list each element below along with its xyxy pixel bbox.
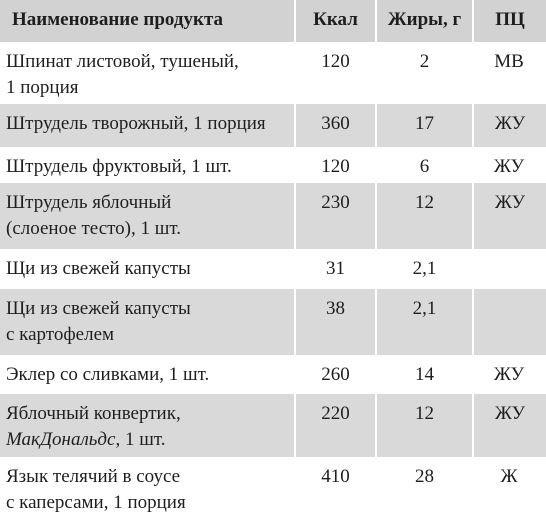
product-name-line1: Штрудель творожный, 1 порция: [6, 113, 266, 134]
product-name-line1: Штрудель яблочный: [6, 192, 172, 213]
kcal-value: 220: [296, 394, 377, 457]
kcal-value: 38: [296, 289, 377, 355]
product-name-line2: МакДональдс, 1 шт.: [6, 427, 294, 453]
pc-value: [474, 289, 546, 355]
table-row: Шпинат листовой, тушеный, 1 порция 120 2…: [0, 42, 546, 104]
table-row: Штрудель фруктовый, 1 шт. 120 6 ЖУ: [0, 147, 546, 183]
product-name-line2: с картофелем: [6, 324, 115, 345]
fat-value: 6: [377, 147, 474, 183]
table-row: Щи из свежей капусты 31 2,1: [0, 249, 546, 289]
product-name: Эклер со сливками, 1 шт.: [0, 355, 296, 394]
pc-value: Ж: [474, 457, 546, 523]
table-row: Эклер со сливками, 1 шт. 260 14 ЖУ: [0, 355, 546, 394]
pc-value: ЖУ: [494, 113, 526, 134]
pc-value: ЖУ: [474, 147, 546, 183]
kcal-value: 260: [296, 355, 377, 394]
header-fat: Жиры, г: [377, 0, 474, 42]
product-name: Щи из свежей капусты: [0, 249, 296, 289]
product-name: Штрудель яблочный (слоеное тесто), 1 шт.: [0, 183, 296, 249]
fat-value: 2,1: [377, 289, 474, 355]
header-product-name: Наименование продукта: [0, 0, 296, 42]
product-name-line1: Эклер со сливками, 1 шт.: [6, 364, 210, 385]
product-name-line2: 1 порция: [6, 77, 79, 98]
table-row: Штрудель творожный, 1 порция 360 17 ЖУ: [0, 104, 546, 147]
pc-value: МВ: [474, 42, 546, 104]
product-name-line2: (слоеное тесто), 1 шт.: [6, 218, 182, 239]
header-pc: ПЦ: [495, 9, 525, 30]
product-name: Штрудель творожный, 1 порция: [0, 104, 296, 147]
pc-value: [474, 249, 546, 289]
table-row: Язык телячий в соусе с каперсами, 1 порц…: [0, 457, 546, 523]
product-name: Шпинат листовой, тушеный, 1 порция: [0, 42, 296, 104]
brand-name: МакДональдс: [6, 429, 116, 450]
product-name-line1: Язык телячий в соусе: [6, 466, 181, 487]
pc-value: ЖУ: [494, 403, 526, 424]
fat-value: 12: [377, 394, 474, 457]
product-name-line1: Шпинат листовой, тушеный,: [6, 51, 239, 72]
pc-value: ЖУ: [474, 355, 546, 394]
product-name-line1: Щи из свежей капусты: [6, 298, 191, 319]
product-name-line1: Яблочный конвертик,: [6, 403, 181, 424]
pc-value: ЖУ: [494, 192, 526, 213]
kcal-value: 410: [296, 457, 377, 523]
table-header-row: Наименование продукта Ккал Жиры, г ПЦ: [0, 0, 546, 42]
fat-value: 17: [377, 104, 474, 147]
header-kcal: Ккал: [296, 0, 377, 42]
kcal-value: 230: [296, 183, 377, 249]
product-name-line2-rest: , 1 шт.: [115, 429, 166, 450]
product-name: Яблочный конвертик, МакДональдс, 1 шт.: [0, 394, 296, 457]
fat-value: 14: [377, 355, 474, 394]
product-name-line1: Штрудель фруктовый, 1 шт.: [6, 156, 232, 177]
kcal-value: 31: [296, 249, 377, 289]
fat-value: 2: [377, 42, 474, 104]
kcal-value: 120: [296, 147, 377, 183]
kcal-value: 120: [296, 42, 377, 104]
fat-value: 12: [377, 183, 474, 249]
product-name: Щи из свежей капусты с картофелем: [0, 289, 296, 355]
fat-value: 2,1: [377, 249, 474, 289]
table-row: Штрудель яблочный (слоеное тесто), 1 шт.…: [0, 183, 546, 249]
table-row: Щи из свежей капусты с картофелем 38 2,1: [0, 289, 546, 355]
product-name-line1: Щи из свежей капусты: [6, 258, 191, 279]
product-name: Штрудель фруктовый, 1 шт.: [0, 147, 296, 183]
fat-value: 28: [377, 457, 474, 523]
kcal-value: 360: [296, 104, 377, 147]
table-row: Яблочный конвертик, МакДональдс, 1 шт. 2…: [0, 394, 546, 457]
product-name: Язык телячий в соусе с каперсами, 1 порц…: [0, 457, 296, 523]
product-name-line2: с каперсами, 1 порция: [6, 492, 186, 513]
